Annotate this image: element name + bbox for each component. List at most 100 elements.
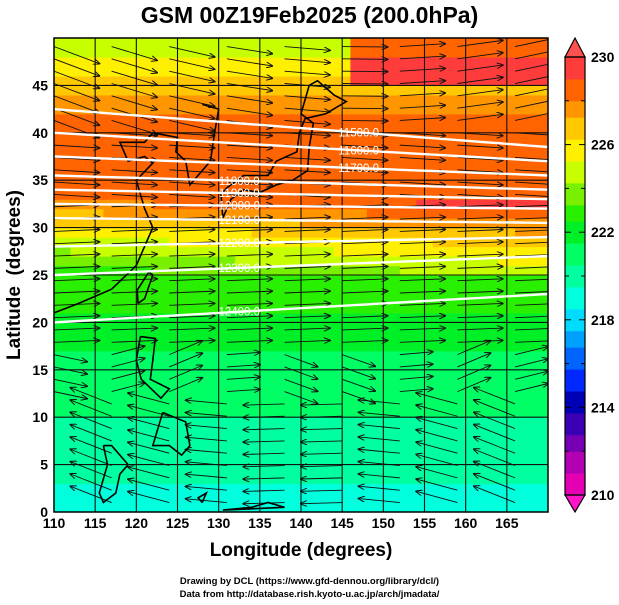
field-cell — [152, 502, 170, 512]
field-cell — [119, 265, 137, 276]
field-cell — [103, 208, 121, 219]
field-cell — [185, 189, 203, 200]
field-cell — [317, 445, 335, 456]
field-cell — [432, 180, 450, 191]
field-cell — [119, 227, 137, 238]
field-cell — [185, 398, 203, 409]
field-cell — [284, 407, 302, 418]
streamline — [226, 389, 260, 391]
field-cell — [136, 483, 154, 494]
field-cell — [317, 227, 335, 238]
streamline — [301, 503, 343, 504]
field-cell — [465, 142, 483, 153]
field-cell — [465, 256, 483, 267]
field-cell — [119, 417, 137, 428]
field-cell — [70, 331, 88, 342]
field-cell — [218, 303, 236, 314]
field-cell — [235, 132, 253, 143]
field-cell — [119, 379, 137, 390]
field-cell — [301, 407, 319, 418]
field-cell — [317, 331, 335, 342]
field-cell — [383, 474, 401, 485]
field-cell — [218, 75, 236, 86]
field-cell — [185, 474, 203, 485]
field-cell — [465, 464, 483, 475]
field-cell — [284, 75, 302, 86]
field-cell — [531, 94, 548, 105]
field-cell — [449, 265, 467, 276]
field-cell — [399, 464, 417, 475]
field-cell — [301, 426, 319, 437]
field-cell — [103, 350, 121, 361]
streamline — [474, 425, 516, 442]
field-cell — [70, 161, 88, 172]
field-cell — [152, 360, 170, 371]
field-cell — [119, 341, 137, 352]
field-cell — [119, 407, 137, 418]
field-cell — [350, 388, 368, 399]
field-cell — [366, 284, 384, 295]
field-cell — [317, 265, 335, 276]
field-cell — [531, 293, 548, 305]
field-cell — [399, 303, 417, 314]
field-cell — [317, 407, 335, 418]
field-cell — [54, 322, 72, 333]
field-cell — [465, 360, 483, 371]
field-cell — [515, 246, 533, 257]
field-cell — [119, 502, 137, 512]
streamline — [399, 93, 445, 96]
field-cell — [432, 56, 450, 68]
field-cell — [235, 75, 253, 86]
streamline — [70, 486, 112, 503]
streamline — [226, 328, 272, 330]
field-cell — [54, 246, 72, 257]
streamline — [186, 486, 227, 491]
field-cell — [103, 436, 121, 447]
contour-label: 12300.0 — [218, 263, 260, 275]
streamline — [243, 478, 285, 479]
streamline — [301, 478, 343, 479]
field-cell — [70, 132, 88, 143]
field-cell — [268, 85, 286, 96]
streamline — [416, 479, 458, 491]
field-cell — [54, 75, 72, 86]
field-cell — [301, 445, 319, 456]
field-cell — [268, 56, 286, 68]
colorbar-label: 230 — [591, 49, 615, 65]
field-cell — [136, 123, 154, 134]
streamline — [54, 107, 99, 125]
field-cell — [185, 161, 203, 172]
field-cell — [152, 180, 170, 191]
field-cell — [218, 47, 236, 58]
field-cell — [54, 303, 72, 314]
field-cell — [531, 350, 548, 361]
field-cell — [54, 293, 72, 305]
field-cell — [136, 322, 154, 333]
streamline — [54, 316, 99, 318]
field-cell — [218, 227, 236, 238]
field-cell — [531, 502, 548, 512]
streamline — [111, 145, 157, 148]
streamline — [399, 157, 445, 160]
colorbar-labels: 210 214 218 222 226 230 — [591, 49, 615, 503]
field-cell — [432, 417, 450, 428]
field-cell — [284, 483, 302, 494]
field-cell — [383, 208, 401, 219]
field-cell — [218, 464, 236, 475]
field-cell — [185, 66, 203, 77]
field-cell — [465, 66, 483, 77]
field-cell — [482, 132, 500, 143]
field-cell — [119, 180, 137, 191]
field-cell — [432, 464, 450, 475]
colorbar-segment — [565, 150, 585, 157]
field-cell — [317, 246, 335, 257]
streamline — [54, 145, 99, 148]
field-cell — [482, 436, 500, 447]
field-cell — [432, 170, 450, 181]
field-cell — [152, 237, 170, 248]
field-cell — [235, 256, 253, 267]
field-cell — [284, 474, 302, 485]
field-cell — [350, 208, 368, 219]
field-cell — [218, 322, 236, 333]
field-cell — [317, 293, 335, 305]
